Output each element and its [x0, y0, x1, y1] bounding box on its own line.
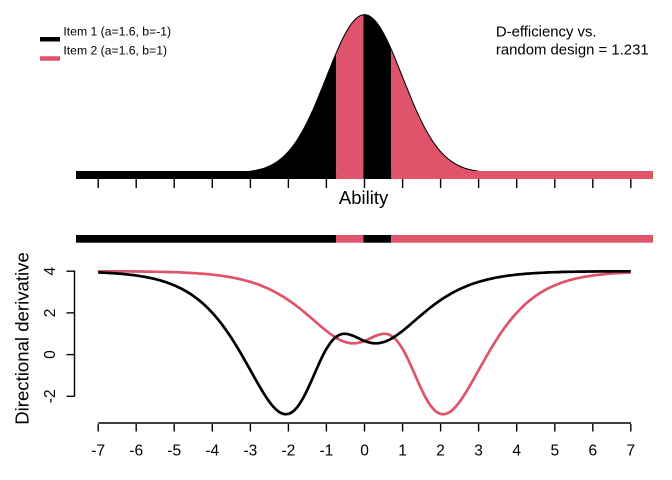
svg-text:6: 6	[588, 443, 597, 460]
svg-text:-5: -5	[167, 443, 181, 460]
svg-text:Directional derivative: Directional derivative	[12, 252, 33, 425]
svg-text:-4: -4	[205, 443, 219, 460]
svg-text:-2: -2	[42, 389, 59, 403]
svg-text:D-efficiency vs.: D-efficiency vs.	[496, 25, 597, 41]
svg-text:0: 0	[360, 443, 369, 460]
svg-text:0: 0	[42, 350, 59, 359]
svg-text:2: 2	[42, 309, 59, 318]
svg-text:-2: -2	[282, 443, 296, 460]
svg-text:-3: -3	[244, 443, 258, 460]
svg-text:-7: -7	[91, 443, 105, 460]
svg-text:random design = 1.231: random design = 1.231	[496, 43, 649, 59]
svg-text:Item 2 (a=1.6, b=1): Item 2 (a=1.6, b=1)	[63, 44, 167, 58]
svg-text:Ability: Ability	[339, 187, 389, 208]
svg-text:1: 1	[398, 443, 407, 460]
svg-text:5: 5	[550, 443, 559, 460]
svg-text:-6: -6	[129, 443, 143, 460]
svg-text:3: 3	[474, 443, 483, 460]
svg-text:4: 4	[512, 443, 521, 460]
svg-text:-1: -1	[320, 443, 334, 460]
svg-text:2: 2	[436, 443, 445, 460]
svg-text:4: 4	[42, 267, 59, 276]
svg-text:7: 7	[626, 443, 635, 460]
svg-text:Item 1 (a=1.6, b=-1): Item 1 (a=1.6, b=-1)	[63, 25, 171, 39]
